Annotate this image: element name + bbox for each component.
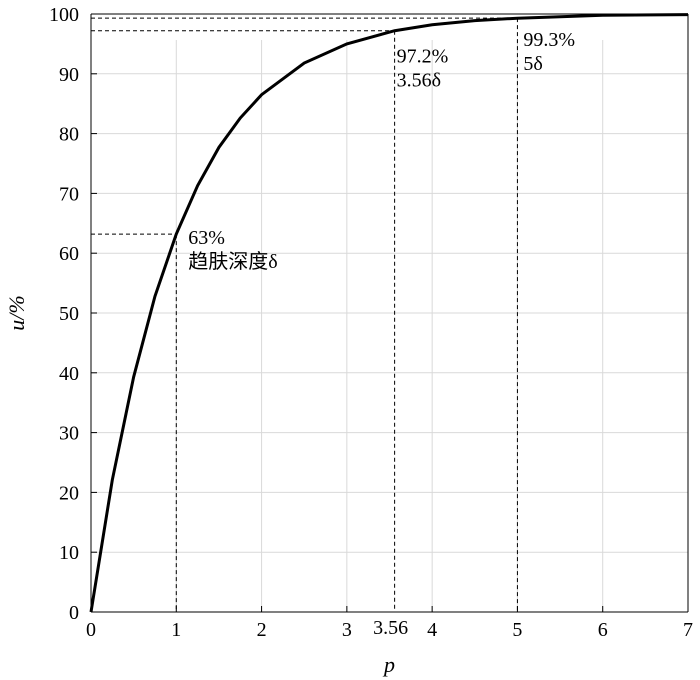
annotation-label: 3.56δ: [397, 70, 441, 92]
y-tick-label: 0: [69, 602, 79, 624]
annotation-label: 63%: [188, 227, 225, 249]
annotation-label: 5δ: [523, 53, 542, 75]
y-tick-label: 90: [59, 64, 79, 86]
y-tick-label: 100: [49, 4, 79, 26]
y-tick-label: 70: [59, 183, 79, 205]
x-tick-label: 3: [342, 619, 352, 641]
curve-layer: [89, 13, 689, 613]
annotations: 63%趋肤深度δ 97.2%3.56δ 99.3%5δ: [188, 29, 575, 273]
x-tick-label: 0: [86, 619, 96, 641]
y-tick-label: 60: [59, 243, 79, 265]
y-axis-label: u/%: [4, 295, 29, 330]
y-tick-label: 10: [59, 542, 79, 564]
x-tick-label: 7: [683, 619, 693, 641]
y-tick-label: 30: [59, 423, 79, 445]
y-tick-label: 20: [59, 482, 79, 504]
grid-lines: [91, 40, 688, 612]
annotation-label: 99.3%: [523, 29, 575, 51]
y-tick-label: 40: [59, 363, 79, 385]
reference-lines: [91, 17, 518, 612]
x-tick-label: 4: [427, 619, 437, 641]
y-tick-label: 80: [59, 124, 79, 146]
annotation-label: 97.2%: [397, 46, 449, 68]
x-tick-label: 5: [512, 619, 522, 641]
x-axis-label: p: [382, 652, 395, 677]
x-tick-label: 6: [598, 619, 608, 641]
series-line: [89, 13, 689, 613]
x-tick-label: 2: [257, 619, 267, 641]
x-tick-label-extra: 3.56: [373, 617, 408, 639]
annotation-label: 趋肤深度δ: [188, 250, 277, 273]
x-tick-label: 1: [171, 619, 181, 641]
y-tick-label: 50: [59, 303, 79, 325]
